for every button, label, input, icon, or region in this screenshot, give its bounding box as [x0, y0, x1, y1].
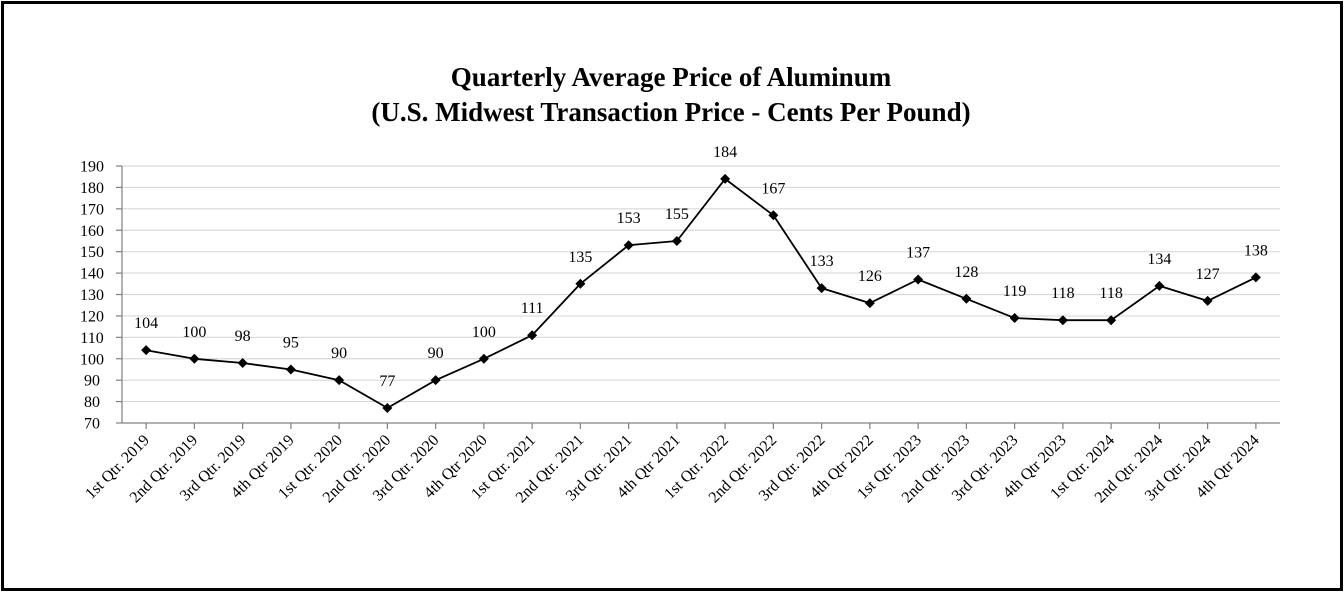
y-tick-label: 120: [80, 308, 104, 325]
y-tick-label: 70: [84, 416, 100, 433]
data-point-marker: [1057, 315, 1068, 326]
data-label: 133: [810, 253, 834, 270]
data-point-marker: [334, 375, 345, 386]
data-label: 127: [1196, 266, 1220, 283]
data-label: 134: [1147, 251, 1171, 268]
data-point-marker: [382, 403, 393, 414]
data-labels: 104 100 98 95 90 77 90 100 111 135 153 155 184 167 133…: [134, 144, 1268, 390]
data-label: 155: [665, 206, 689, 223]
data-point-marker: [720, 173, 731, 184]
gridlines: [122, 165, 1280, 403]
series-line: [145, 177, 1257, 409]
y-tick-label: 190: [80, 159, 104, 176]
y-tick-label: 90: [84, 373, 100, 390]
data-label: 138: [1244, 242, 1268, 259]
data-point-marker: [768, 210, 779, 221]
data-point-marker: [1009, 313, 1020, 324]
data-point-marker: [913, 274, 924, 285]
data-markers: [141, 173, 1261, 414]
data-point-marker: [430, 375, 441, 386]
y-tick-label: 140: [80, 266, 104, 283]
data-label: 90: [428, 345, 444, 362]
data-point-marker: [1250, 272, 1261, 283]
data-point-marker: [527, 330, 538, 341]
data-point-marker: [285, 364, 296, 375]
data-label: 184: [713, 144, 737, 161]
data-label: 90: [331, 345, 347, 362]
data-point-marker: [671, 235, 682, 246]
data-point-marker: [478, 353, 489, 364]
data-label: 118: [1051, 285, 1074, 302]
y-tick-label: 150: [80, 244, 104, 261]
data-label: 119: [1003, 283, 1026, 300]
data-point-marker: [1154, 280, 1165, 291]
chart-title: Quarterly Average Price of Aluminum: [451, 62, 892, 92]
y-tick-label: 160: [80, 223, 104, 240]
data-label: 77: [379, 373, 395, 390]
data-point-marker: [189, 353, 200, 364]
data-label: 167: [761, 180, 785, 197]
data-point-marker: [575, 278, 586, 289]
data-point-marker: [1202, 295, 1213, 306]
data-label: 135: [568, 249, 592, 266]
y-tick-label: 80: [84, 394, 100, 411]
data-label: 118: [1099, 285, 1122, 302]
data-point-marker: [864, 298, 875, 309]
data-label: 100: [472, 324, 496, 341]
data-label: 100: [182, 324, 206, 341]
y-tick-label: 110: [80, 330, 103, 347]
data-label: 111: [521, 300, 544, 317]
y-tick-label: 130: [80, 287, 104, 304]
y-tick-label: 100: [80, 351, 104, 368]
y-tick-label: 180: [80, 180, 104, 197]
data-label: 126: [858, 268, 882, 285]
data-label: 153: [617, 210, 641, 227]
data-label: 98: [235, 328, 251, 345]
data-label: 104: [134, 315, 158, 332]
chart-subtitle: (U.S. Midwest Transaction Price - Cents …: [371, 97, 970, 127]
data-label: 137: [906, 245, 930, 262]
data-label: 95: [283, 334, 299, 351]
y-tick-label: 170: [80, 201, 104, 218]
price-line: [145, 177, 1257, 409]
data-point-marker: [1106, 315, 1117, 326]
data-point-marker: [623, 240, 634, 251]
data-point-marker: [237, 358, 248, 369]
data-label: 128: [954, 264, 978, 281]
data-point-marker: [141, 345, 152, 356]
data-point-marker: [816, 283, 827, 294]
data-point-marker: [961, 293, 972, 304]
